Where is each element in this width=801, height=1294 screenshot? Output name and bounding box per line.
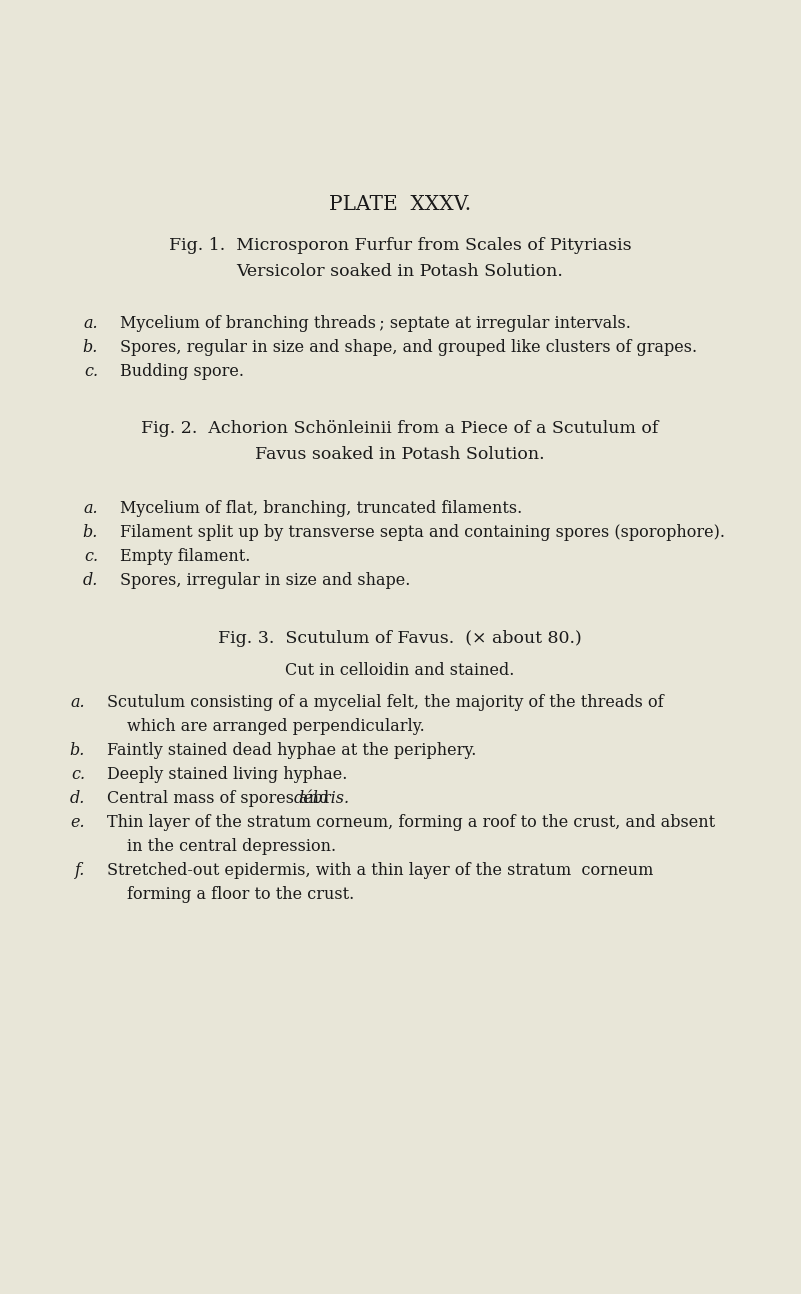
Text: débris.: débris. (293, 791, 349, 807)
Text: b.: b. (70, 741, 85, 760)
Text: Spores, irregular in size and shape.: Spores, irregular in size and shape. (120, 572, 410, 589)
Text: Faintly stained dead hyphae at the periphery.: Faintly stained dead hyphae at the perip… (107, 741, 477, 760)
Text: Central mass of spores and: Central mass of spores and (107, 791, 334, 807)
Text: Spores, regular in size and shape, and grouped like clusters of grapes.: Spores, regular in size and shape, and g… (120, 339, 697, 356)
Text: Scutulum consisting of a mycelial felt, the majority of the threads of: Scutulum consisting of a mycelial felt, … (107, 694, 663, 710)
Text: a.: a. (83, 499, 98, 518)
Text: in the central depression.: in the central depression. (127, 839, 336, 855)
Text: Mycelium of flat, branching, truncated filaments.: Mycelium of flat, branching, truncated f… (120, 499, 522, 518)
Text: a.: a. (83, 314, 98, 333)
Text: d.: d. (83, 572, 98, 589)
Text: c.: c. (84, 364, 98, 380)
Text: Empty filament.: Empty filament. (120, 547, 251, 565)
Text: b.: b. (83, 339, 98, 356)
Text: c.: c. (84, 547, 98, 565)
Text: c.: c. (70, 766, 85, 783)
Text: Stretched-out epidermis, with a thin layer of the stratum  corneum: Stretched-out epidermis, with a thin lay… (107, 862, 654, 879)
Text: Mycelium of branching threads ; septate at irregular intervals.: Mycelium of branching threads ; septate … (120, 314, 631, 333)
Text: Fig. 1.  Microsporon Furfur from Scales of Pityriasis: Fig. 1. Microsporon Furfur from Scales o… (169, 237, 631, 254)
Text: b.: b. (83, 524, 98, 541)
Text: Budding spore.: Budding spore. (120, 364, 244, 380)
Text: Fig. 2.  Achorion Schönleinii from a Piece of a Scutulum of: Fig. 2. Achorion Schönleinii from a Piec… (141, 421, 658, 437)
Text: Thin layer of the stratum corneum, forming a roof to the crust, and absent: Thin layer of the stratum corneum, formi… (107, 814, 715, 831)
Text: d.: d. (70, 791, 85, 807)
Text: forming a floor to the crust.: forming a floor to the crust. (127, 886, 354, 903)
Text: e.: e. (70, 814, 85, 831)
Text: PLATE  XXXV.: PLATE XXXV. (329, 195, 471, 214)
Text: a.: a. (70, 694, 85, 710)
Text: f.: f. (74, 862, 85, 879)
Text: Deeply stained living hyphae.: Deeply stained living hyphae. (107, 766, 348, 783)
Text: Cut in celloidin and stained.: Cut in celloidin and stained. (285, 663, 515, 679)
Text: which are arranged perpendicularly.: which are arranged perpendicularly. (127, 718, 425, 735)
Text: Versicolor soaked in Potash Solution.: Versicolor soaked in Potash Solution. (236, 263, 563, 280)
Text: Favus soaked in Potash Solution.: Favus soaked in Potash Solution. (256, 446, 545, 463)
Text: Fig. 3.  Scutulum of Favus.  (× about 80.): Fig. 3. Scutulum of Favus. (× about 80.) (218, 630, 582, 647)
Text: Filament split up by transverse septa and containing spores (sporophore).: Filament split up by transverse septa an… (120, 524, 725, 541)
